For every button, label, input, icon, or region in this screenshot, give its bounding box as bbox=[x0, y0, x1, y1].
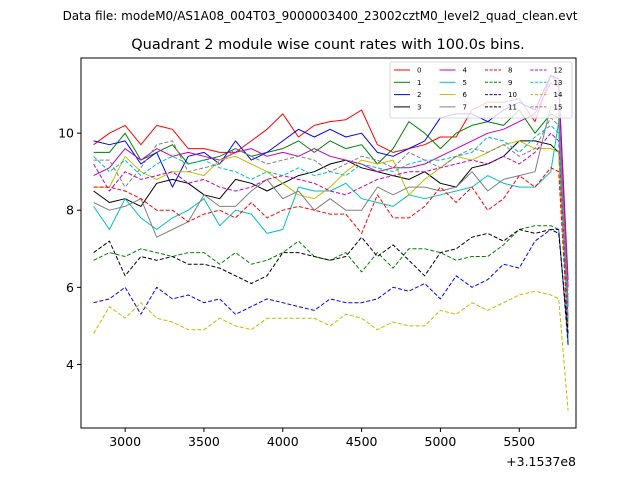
axis-layer: 3000 3500 4000 4500 5000 5500 4 6 8 10 bbox=[58, 126, 535, 449]
figure-suptitle: Data file: modeM0/AS1A08_004T03_90000034… bbox=[63, 9, 578, 23]
series-5-line bbox=[93, 121, 569, 342]
series-6-line bbox=[93, 140, 569, 326]
legend-label-15: 15 bbox=[554, 103, 563, 111]
series-14-line bbox=[93, 290, 569, 411]
x-tick-label: 4500 bbox=[346, 434, 378, 449]
plot-area-frame bbox=[80, 57, 577, 429]
series-15-line bbox=[93, 117, 569, 296]
y-tick-label: 6 bbox=[66, 280, 74, 295]
x-tick-label: 4000 bbox=[267, 434, 299, 449]
series-layer bbox=[93, 74, 569, 411]
series-9-line bbox=[93, 225, 569, 342]
x-tick-label: 5500 bbox=[503, 434, 535, 449]
chart-title: Quadrant 2 module wise count rates with … bbox=[131, 37, 525, 53]
legend-label-10: 10 bbox=[508, 91, 517, 99]
series-3-line bbox=[93, 140, 569, 326]
x-tick-label: 5000 bbox=[425, 434, 457, 449]
legend-label-8: 8 bbox=[508, 67, 512, 75]
series-4-line bbox=[93, 82, 569, 288]
x-axis-offset-label: +3.1537e8 bbox=[506, 454, 576, 469]
legend-label-7: 7 bbox=[463, 103, 467, 111]
legend-label-0: 0 bbox=[417, 67, 421, 75]
y-tick-label: 8 bbox=[66, 203, 74, 218]
series-11-line bbox=[93, 229, 569, 334]
legend-label-6: 6 bbox=[463, 91, 468, 99]
legend-label-12: 12 bbox=[554, 67, 563, 75]
series-10-line bbox=[93, 229, 569, 346]
series-1-line bbox=[93, 109, 569, 346]
series-8-line bbox=[93, 167, 569, 334]
legend-box bbox=[389, 61, 573, 119]
y-tick-label: 10 bbox=[58, 126, 74, 141]
legend-label-14: 14 bbox=[554, 91, 563, 99]
legend-label-4: 4 bbox=[463, 67, 468, 75]
legend-label-13: 13 bbox=[554, 79, 563, 87]
legend-label-11: 11 bbox=[508, 103, 517, 111]
legend-label-2: 2 bbox=[417, 91, 421, 99]
series-7-line bbox=[93, 105, 569, 307]
legend-label-1: 1 bbox=[417, 79, 421, 87]
x-tick-label: 3500 bbox=[188, 434, 220, 449]
legend-label-5: 5 bbox=[463, 79, 467, 87]
series-13-line bbox=[93, 124, 569, 319]
series-12-line bbox=[93, 132, 569, 319]
x-tick-label: 3000 bbox=[109, 434, 141, 449]
y-tick-label: 4 bbox=[66, 357, 74, 372]
legend-label-3: 3 bbox=[417, 103, 421, 111]
legend-label-9: 9 bbox=[508, 79, 512, 87]
